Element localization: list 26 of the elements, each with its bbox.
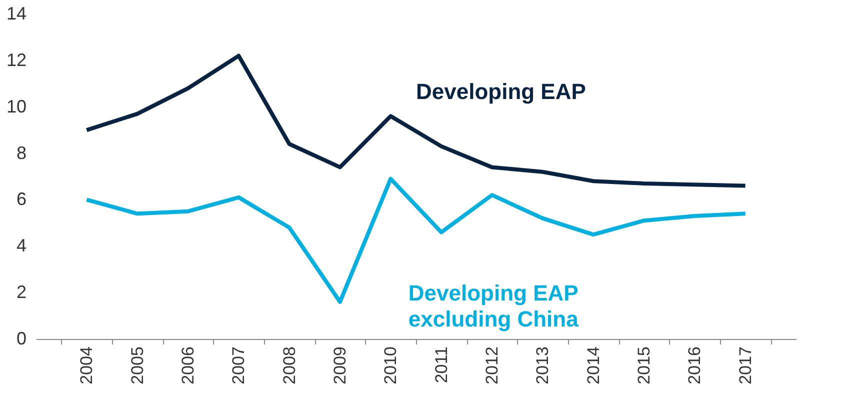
x-tick-label: 2007 <box>229 346 248 384</box>
series-label: Developing EAP <box>416 79 586 104</box>
line-series <box>84 176 748 304</box>
x-tick-label: 2015 <box>634 346 654 384</box>
x-tick-label: 2013 <box>533 346 552 384</box>
y-tick-label: 14 <box>6 4 26 24</box>
y-tick-label: 12 <box>6 50 26 70</box>
x-tick-label: 2016 <box>685 346 704 384</box>
text: Developing EAP excluding China <box>408 280 580 332</box>
y-tick-label: 4 <box>16 236 26 256</box>
x-tick-label: 2009 <box>330 346 350 384</box>
x-tick-label: 2017 <box>736 346 755 384</box>
y-tick-label: 10 <box>6 96 26 116</box>
x-tick-label: 2012 <box>482 346 502 384</box>
x-tick-label: 2005 <box>128 346 147 384</box>
x-tick-label: 2010 <box>381 346 400 384</box>
line-series <box>84 54 748 188</box>
x-tick-label: 2006 <box>178 346 198 384</box>
x-tick-label: 2014 <box>584 346 603 384</box>
y-tick-label: 8 <box>16 142 26 163</box>
x-tick-label: 2008 <box>280 346 299 384</box>
y-tick-label: 0 <box>16 328 26 348</box>
x-tick-label: 2011 <box>432 346 451 384</box>
y-tick-label: 2 <box>16 282 26 302</box>
x-tick-label: 2004 <box>77 346 96 384</box>
y-tick-label: 6 <box>16 189 26 210</box>
